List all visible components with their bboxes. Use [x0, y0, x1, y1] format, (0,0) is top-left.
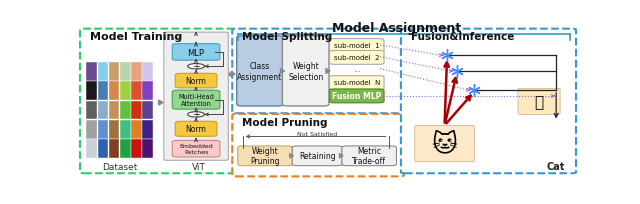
Text: Model Training: Model Training — [90, 32, 182, 42]
Bar — [120, 120, 131, 139]
Text: Dataset: Dataset — [102, 162, 138, 171]
FancyBboxPatch shape — [401, 30, 576, 173]
Text: Norm: Norm — [186, 77, 207, 86]
Bar — [120, 82, 131, 101]
FancyBboxPatch shape — [237, 146, 292, 166]
FancyBboxPatch shape — [232, 30, 404, 114]
FancyBboxPatch shape — [237, 37, 284, 106]
Bar — [86, 82, 97, 101]
Text: ...: ... — [353, 65, 361, 74]
Bar — [98, 140, 108, 158]
FancyBboxPatch shape — [172, 141, 220, 157]
Bar — [120, 101, 131, 120]
Bar — [131, 120, 141, 139]
Bar — [86, 63, 97, 81]
FancyBboxPatch shape — [330, 76, 384, 90]
Text: Not Satisfied: Not Satisfied — [297, 131, 337, 136]
Text: Retaining: Retaining — [299, 152, 335, 160]
FancyBboxPatch shape — [330, 51, 384, 65]
Text: +: + — [192, 110, 200, 120]
FancyBboxPatch shape — [232, 114, 404, 176]
Bar — [131, 82, 141, 101]
FancyBboxPatch shape — [330, 90, 384, 103]
FancyBboxPatch shape — [342, 146, 396, 166]
FancyBboxPatch shape — [172, 91, 220, 110]
Text: Model Splitting: Model Splitting — [242, 32, 332, 42]
Circle shape — [188, 112, 205, 118]
Text: sub-model  N: sub-model N — [333, 80, 380, 86]
Bar — [98, 120, 108, 139]
Text: Norm: Norm — [186, 125, 207, 134]
Text: Weight
Pruning: Weight Pruning — [250, 146, 280, 166]
Bar — [98, 63, 108, 81]
Text: sub-model  1: sub-model 1 — [334, 43, 380, 49]
Bar — [120, 63, 131, 81]
Text: 🐱: 🐱 — [431, 132, 458, 156]
Circle shape — [188, 64, 205, 70]
Bar — [98, 82, 108, 101]
Bar — [86, 120, 97, 139]
Bar — [86, 101, 97, 120]
Bar — [142, 120, 153, 139]
Bar — [109, 140, 120, 158]
Bar — [86, 140, 97, 158]
Bar — [131, 63, 141, 81]
Text: Fusion MLP: Fusion MLP — [332, 92, 381, 101]
Bar — [131, 101, 141, 120]
FancyBboxPatch shape — [175, 122, 217, 137]
Text: 🧠: 🧠 — [534, 95, 543, 110]
FancyBboxPatch shape — [292, 146, 342, 166]
Bar — [98, 101, 108, 120]
FancyBboxPatch shape — [175, 74, 217, 88]
Text: Metric
Trade-off: Metric Trade-off — [352, 146, 386, 166]
Bar — [109, 101, 120, 120]
FancyBboxPatch shape — [164, 33, 228, 161]
FancyBboxPatch shape — [172, 44, 220, 61]
FancyBboxPatch shape — [330, 39, 384, 53]
Bar — [109, 82, 120, 101]
Text: Multi-Head
Attention: Multi-Head Attention — [178, 94, 214, 107]
Bar — [142, 82, 153, 101]
Text: Cat: Cat — [547, 161, 565, 171]
FancyBboxPatch shape — [80, 30, 237, 173]
Text: sub-model  2: sub-model 2 — [334, 54, 380, 60]
FancyBboxPatch shape — [518, 89, 560, 115]
Text: Model Assignment: Model Assignment — [332, 22, 461, 35]
Text: MLP: MLP — [188, 48, 205, 57]
Bar — [142, 101, 153, 120]
Text: L x: L x — [171, 35, 180, 40]
Bar — [109, 63, 120, 81]
Bar — [142, 140, 153, 158]
Bar — [109, 120, 120, 139]
Text: Weight
Selection: Weight Selection — [288, 62, 323, 81]
Bar — [131, 140, 141, 158]
Text: Embedded
Patches: Embedded Patches — [179, 144, 213, 154]
Text: ViT: ViT — [191, 162, 205, 171]
Text: +: + — [192, 62, 200, 72]
Text: Model Pruning: Model Pruning — [242, 117, 328, 127]
Bar — [142, 63, 153, 81]
Bar — [120, 140, 131, 158]
FancyBboxPatch shape — [282, 37, 329, 106]
FancyBboxPatch shape — [415, 126, 474, 162]
Text: Class
Assignment: Class Assignment — [237, 62, 283, 81]
Text: Fusion&Inference: Fusion&Inference — [411, 32, 514, 42]
